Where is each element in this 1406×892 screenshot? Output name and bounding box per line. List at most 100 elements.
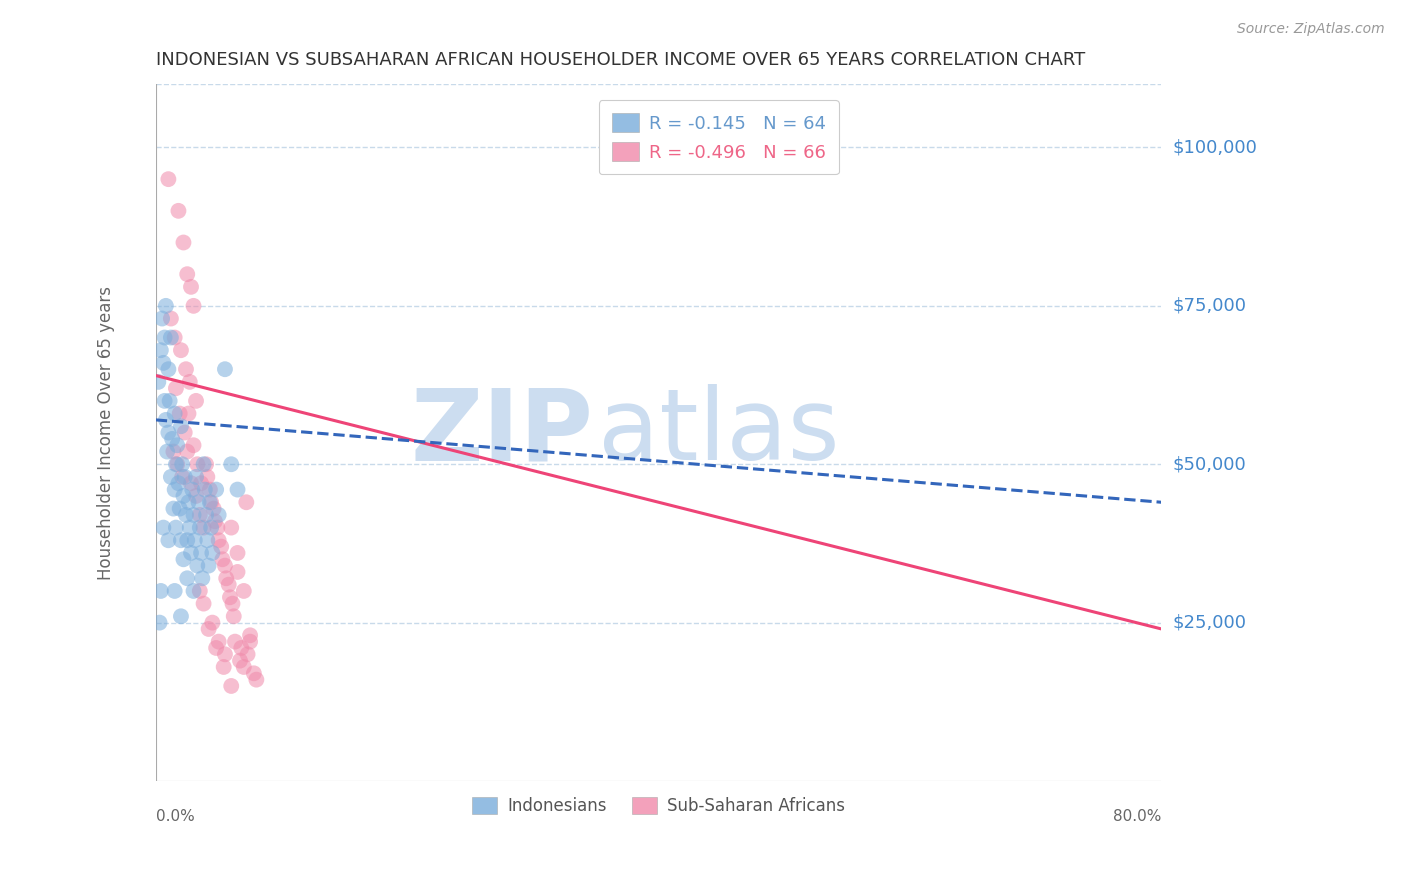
Point [170, 533, 193, 548]
Point [172, 457, 194, 471]
Point [187, 495, 209, 509]
Point [232, 660, 254, 674]
Point [165, 457, 187, 471]
Text: INDONESIAN VS SUBSAHARAN AFRICAN HOUSEHOLDER INCOME OVER 65 YEARS CORRELATION CH: INDONESIAN VS SUBSAHARAN AFRICAN HOUSEHO… [156, 51, 1085, 69]
Point [229, 654, 252, 668]
Point [222, 609, 245, 624]
Point [172, 235, 194, 250]
Point [226, 483, 249, 497]
Point [169, 501, 191, 516]
Text: $75,000: $75,000 [1173, 297, 1247, 315]
Point [214, 558, 236, 573]
Point [157, 533, 180, 548]
Point [195, 533, 218, 548]
Point [194, 483, 217, 497]
Point [149, 615, 172, 630]
Point [236, 648, 259, 662]
Text: 0.0%: 0.0% [156, 809, 194, 824]
Point [165, 520, 187, 534]
Point [188, 583, 211, 598]
Point [160, 432, 183, 446]
Point [209, 540, 232, 554]
Point [197, 622, 219, 636]
Point [179, 375, 201, 389]
Point [177, 495, 200, 509]
Point [226, 546, 249, 560]
Point [214, 362, 236, 376]
Point [193, 457, 215, 471]
Point [184, 470, 207, 484]
Point [219, 520, 242, 534]
Point [172, 470, 194, 484]
Point [157, 362, 180, 376]
Point [218, 577, 240, 591]
Point [219, 679, 242, 693]
Point [214, 648, 236, 662]
Point [188, 508, 211, 522]
Point [155, 413, 177, 427]
Point [163, 407, 186, 421]
Point [184, 533, 207, 548]
Point [157, 172, 180, 186]
Point [186, 457, 208, 471]
Point [235, 495, 257, 509]
Point [180, 280, 202, 294]
Point [191, 571, 214, 585]
Point [170, 609, 193, 624]
Point [156, 444, 179, 458]
Point [152, 520, 174, 534]
Point [183, 583, 205, 598]
Point [167, 203, 190, 218]
Point [166, 438, 188, 452]
Point [153, 393, 176, 408]
Point [183, 508, 205, 522]
Point [193, 520, 215, 534]
Text: $100,000: $100,000 [1173, 138, 1257, 156]
Point [190, 546, 212, 560]
Point [163, 483, 186, 497]
Point [186, 558, 208, 573]
Point [181, 483, 204, 497]
Point [205, 640, 228, 655]
Point [179, 520, 201, 534]
Point [239, 634, 262, 648]
Point [219, 591, 242, 605]
Point [153, 330, 176, 344]
Point [159, 393, 181, 408]
Point [219, 457, 242, 471]
Point [198, 483, 221, 497]
Point [183, 299, 205, 313]
Point [200, 520, 222, 534]
Point [226, 565, 249, 579]
Point [205, 483, 228, 497]
Point [180, 476, 202, 491]
Point [152, 356, 174, 370]
Point [188, 520, 211, 534]
Point [149, 583, 172, 598]
Point [195, 508, 218, 522]
Point [176, 444, 198, 458]
Point [149, 343, 172, 358]
Point [163, 583, 186, 598]
Point [184, 393, 207, 408]
Point [208, 508, 231, 522]
Point [176, 267, 198, 281]
Text: 80.0%: 80.0% [1114, 809, 1161, 824]
Point [231, 640, 253, 655]
Point [190, 476, 212, 491]
Point [176, 533, 198, 548]
Point [148, 375, 170, 389]
Point [173, 470, 195, 484]
Point [183, 438, 205, 452]
Point [215, 571, 238, 585]
Point [224, 634, 246, 648]
Point [172, 489, 194, 503]
Point [193, 597, 215, 611]
Point [170, 419, 193, 434]
Point [174, 508, 197, 522]
Point [167, 476, 190, 491]
Point [176, 571, 198, 585]
Text: ZIP: ZIP [411, 384, 593, 481]
Point [180, 546, 202, 560]
Text: atlas: atlas [599, 384, 839, 481]
